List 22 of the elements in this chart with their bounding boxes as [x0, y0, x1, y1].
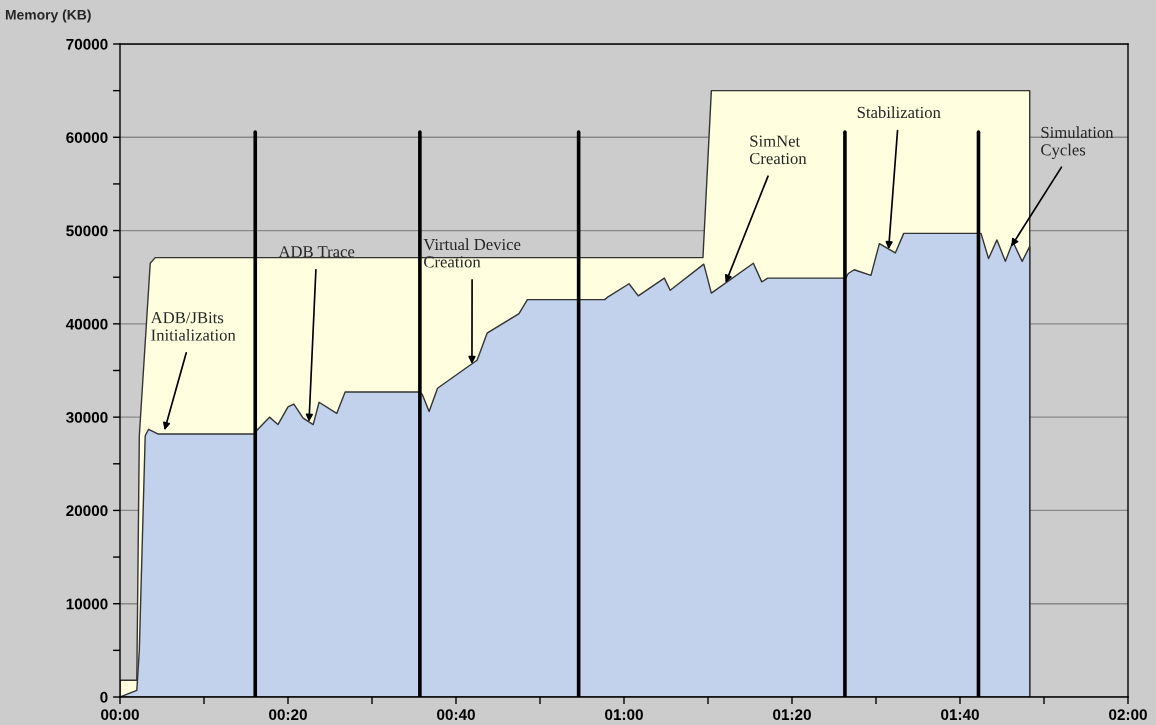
y-tick-label: 50000: [66, 225, 108, 237]
x-tick-label: 01:20: [773, 709, 811, 721]
x-tick-label: 01:00: [605, 709, 643, 721]
y-tick-label: 0: [100, 691, 108, 703]
x-tick-label: 00:00: [101, 709, 139, 721]
y-tick-label: 40000: [65, 318, 108, 330]
y-tick-label: 30000: [66, 412, 108, 423]
x-tick-label: 01:40: [941, 709, 979, 721]
annotation: ADB/JBits Initialization: [150, 312, 236, 341]
annotation: Stabilization: [857, 106, 941, 119]
y-tick-label: 20000: [66, 505, 108, 517]
x-tick-label: 00:40: [437, 709, 475, 721]
annotation: Virtual Device Creation: [423, 238, 521, 268]
y-axis-title: Memory (KB): [5, 9, 91, 23]
y-tick-label: 60000: [66, 132, 108, 143]
y-tick-label: 70000: [66, 38, 108, 50]
x-tick-label: 00:20: [269, 709, 307, 721]
annotation: SimNet Creation: [749, 135, 807, 165]
annotation: Simulation Cycles: [1041, 126, 1114, 159]
y-tick-label: 10000: [66, 598, 108, 610]
x-tick-label: 02:00: [1109, 709, 1147, 721]
annotation: ADB Trace: [278, 246, 355, 258]
